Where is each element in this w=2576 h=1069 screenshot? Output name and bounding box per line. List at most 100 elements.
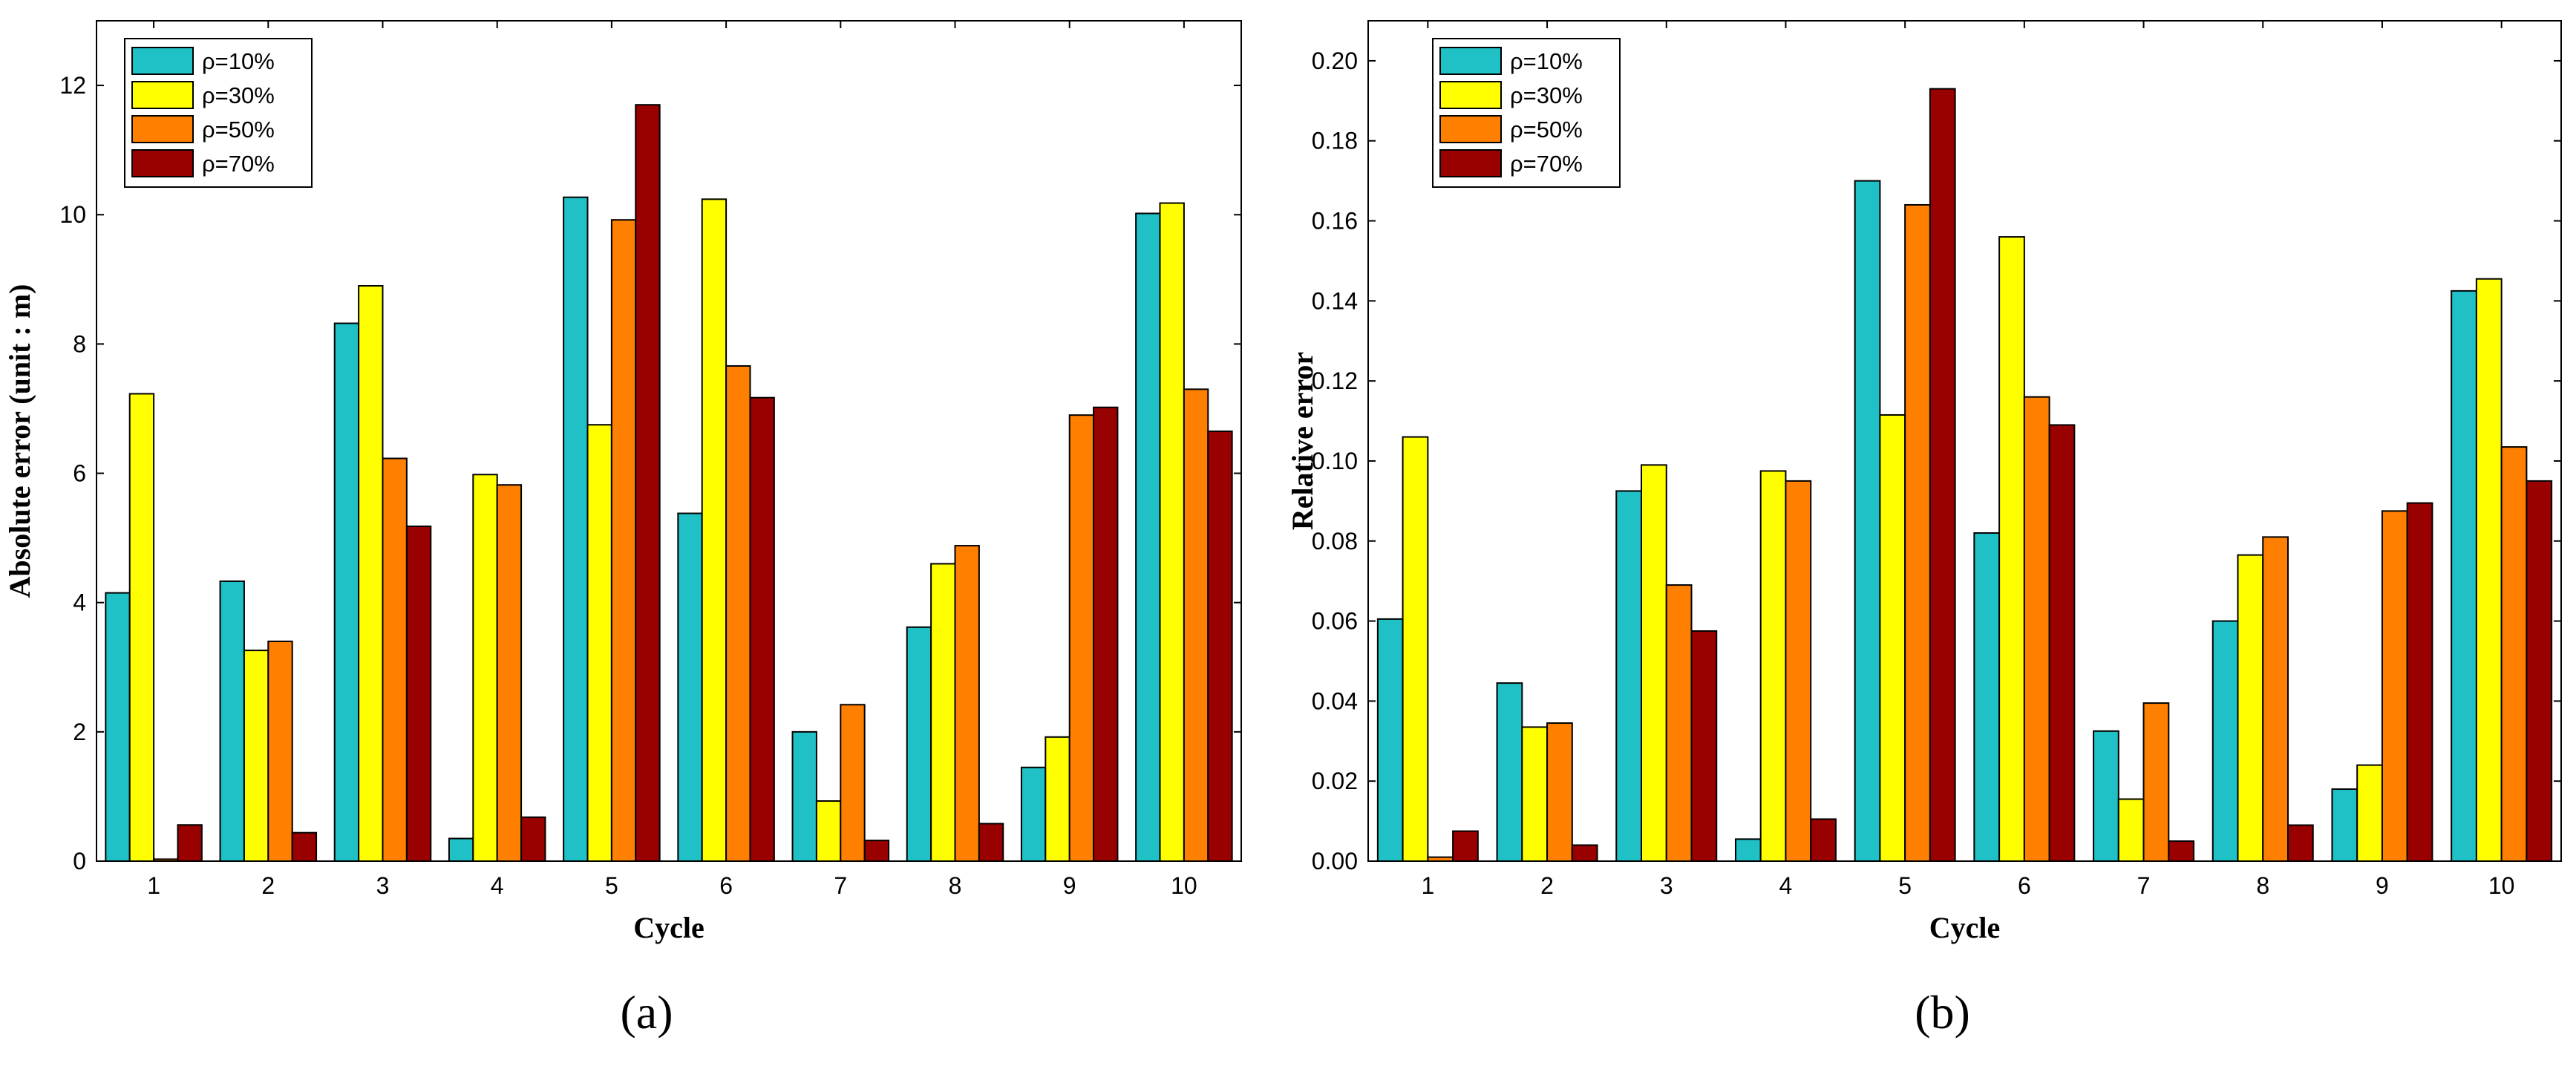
x-tick-label: 6: [2018, 872, 2031, 899]
legend-label-1: ρ=10%: [202, 48, 275, 74]
bar-cycle-8-series-4: [978, 823, 1004, 862]
x-tick-label: 9: [1063, 872, 1076, 899]
bar-cycle-2-series-4: [291, 831, 318, 863]
x-tick-label: 5: [605, 872, 618, 899]
bar-cycle-7-series-1: [2093, 730, 2119, 862]
x-tick-label: 3: [1660, 872, 1673, 899]
bar-cycle-2-series-2: [243, 650, 269, 862]
bar-cycle-5-series-3: [610, 219, 637, 863]
x-tick-label: 8: [2256, 872, 2269, 899]
x-tick-label: 7: [2137, 872, 2151, 899]
chart-panel-b: 0.00 0.02 0.04 0.06 0.08 0.10 0.12 0.14 0.16 0.18…: [1286, 20, 2562, 1039]
bar-cycle-1-series-1: [1376, 618, 1404, 863]
y-tick-label: 0: [73, 848, 86, 875]
legend-label-4: ρ=70%: [202, 151, 275, 177]
legend-swatch-1: [131, 47, 194, 75]
x-tick-label: 1: [147, 872, 160, 899]
bar-cycle-2-series-1: [219, 580, 245, 862]
y-tick-label: 6: [73, 460, 86, 487]
x-tick-label: 6: [719, 872, 733, 899]
bar-cycle-1-series-1: [105, 592, 131, 863]
panel-label-letter: a: [636, 986, 657, 1039]
x-tick-label: 10: [1171, 872, 1197, 899]
y-tick-label: 0.14: [1312, 287, 1358, 314]
bar-cycle-8-series-1: [906, 626, 932, 863]
bar-cycle-1-series-2: [1402, 436, 1429, 862]
bar-cycle-3-series-4: [405, 525, 432, 862]
legend-swatch-4: [131, 149, 194, 177]
y-tick-label: 0.00: [1312, 848, 1358, 875]
bar-cycle-7-series-3: [2142, 702, 2170, 862]
bar-cycle-3-series-2: [358, 285, 384, 862]
bar-cycle-7-series-3: [840, 704, 866, 863]
bar-cycle-10-series-3: [2500, 446, 2528, 862]
x-tick-label: 4: [491, 872, 504, 899]
x-tick-label: 10: [2488, 872, 2515, 899]
bar-cycle-4-series-1: [448, 837, 474, 862]
bar-cycle-6-series-1: [677, 512, 703, 863]
bar-cycle-5-series-1: [1854, 180, 1881, 863]
bar-cycle-7-series-1: [791, 730, 817, 862]
y-axis-title: Absolute error (unit : m): [3, 284, 36, 598]
bar-cycle-1-series-2: [128, 393, 155, 862]
legend-swatch-1: [1439, 47, 1502, 75]
bar-cycle-8-series-3: [954, 545, 980, 863]
bar-cycle-6-series-4: [749, 396, 775, 862]
panel-label-letter: b: [1931, 986, 1955, 1039]
y-tick-label: 0.16: [1312, 208, 1358, 235]
x-tick-label: 1: [1421, 872, 1434, 899]
x-tick-label: 5: [1898, 872, 1912, 899]
bar-cycle-4-series-2: [1759, 470, 1787, 862]
x-tick-label: 9: [2376, 872, 2389, 899]
bar-cycle-6-series-2: [701, 198, 728, 862]
legend-swatch-3: [1439, 115, 1502, 143]
bar-cycle-10-series-1: [1135, 212, 1161, 862]
y-tick-label: 0.10: [1312, 448, 1358, 474]
bar-cycle-5-series-2: [1879, 413, 1906, 862]
bar-cycle-6-series-3: [2023, 396, 2050, 862]
legend-swatch-2: [1439, 81, 1502, 109]
y-tick-label: 0.04: [1312, 687, 1358, 714]
bar-cycle-7-series-4: [2168, 840, 2195, 862]
legend-swatch-2: [131, 81, 194, 109]
bar-cycle-2-series-3: [267, 640, 293, 862]
bar-cycle-9-series-4: [1093, 406, 1119, 862]
x-axis-title: Cycle: [633, 911, 705, 944]
bar-cycle-8-series-1: [2211, 620, 2239, 862]
bar-cycle-3-series-1: [1615, 490, 1643, 863]
legend-label-3: ρ=50%: [1510, 117, 1583, 143]
bar-cycle-4-series-2: [472, 474, 498, 862]
legend-label-4: ρ=70%: [1510, 151, 1583, 177]
bar-cycle-1-series-3: [1427, 856, 1454, 862]
bar-cycle-1-series-4: [177, 824, 203, 863]
x-tick-label: 2: [261, 872, 275, 899]
bar-cycle-10-series-2: [2475, 278, 2503, 862]
bar-cycle-4-series-1: [1734, 838, 1762, 863]
bar-cycle-4-series-4: [520, 816, 546, 863]
legend-swatch-3: [131, 115, 194, 143]
legend-label-2: ρ=30%: [202, 82, 275, 108]
bar-cycle-1-series-4: [1452, 830, 1479, 862]
legend-label-3: ρ=50%: [202, 117, 275, 143]
bar-cycle-8-series-2: [930, 563, 956, 862]
bar-cycle-1-series-3: [153, 858, 179, 863]
bar-cycle-7-series-2: [815, 800, 842, 862]
bar-cycle-5-series-4: [635, 104, 661, 862]
bar-cycle-8-series-3: [2262, 536, 2289, 862]
x-tick-label: 2: [1540, 872, 1554, 899]
bar-cycle-9-series-3: [2381, 510, 2408, 862]
x-axis-title: Cycle: [1929, 911, 2001, 944]
bar-cycle-5-series-1: [563, 196, 589, 863]
panel-label: (b): [1915, 986, 1970, 1039]
bar-cycle-3-series-4: [1690, 630, 1718, 862]
bar-cycle-10-series-4: [2526, 480, 2553, 862]
bar-cycle-6-series-3: [725, 364, 751, 862]
y-tick-label: 0.20: [1312, 48, 1358, 74]
bar-cycle-7-series-2: [2117, 798, 2145, 863]
x-tick-label: 4: [1779, 872, 1793, 899]
bar-cycle-2-series-4: [1571, 844, 1598, 863]
bar-cycle-4-series-3: [496, 484, 523, 862]
y-tick-label: 0.18: [1312, 128, 1358, 154]
bar-cycle-3-series-1: [333, 322, 360, 862]
